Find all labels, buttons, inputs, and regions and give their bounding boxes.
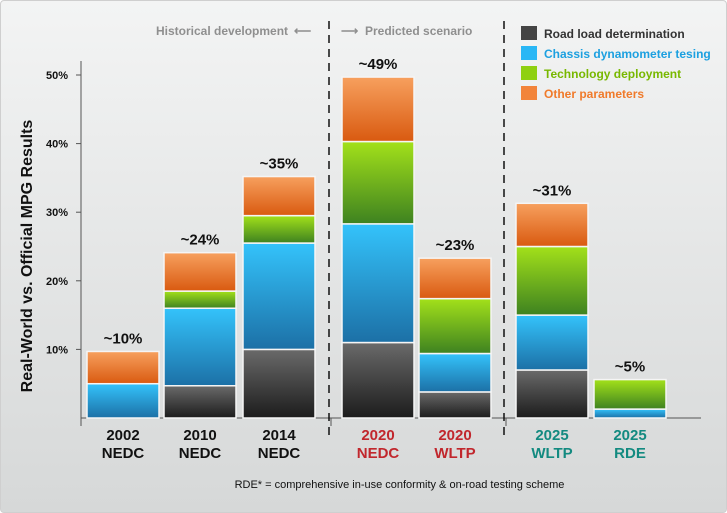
predicted-arrow-icon: ⟶ — [341, 24, 358, 38]
bar-segment-chassis-dynamometer-tesing — [242, 242, 316, 351]
bar-total-label: ~35% — [260, 156, 299, 173]
legend-swatch — [521, 66, 537, 80]
legend-swatch — [521, 86, 537, 100]
bar-segment-technology-deployment — [515, 245, 589, 316]
legend-label: Road load determination — [544, 27, 685, 41]
bar-segment-road-load-determination — [163, 385, 237, 419]
predicted-annotation: Predicted scenario — [365, 24, 472, 38]
legend-label: Technology deployment — [544, 67, 681, 81]
category-year-label: 2002 — [106, 427, 139, 444]
historical-arrow-icon: ⟵ — [294, 24, 311, 38]
bar-segment-other-parameters — [86, 350, 160, 385]
bar-segment-chassis-dynamometer-tesing — [86, 382, 160, 419]
bar-segment-chassis-dynamometer-tesing — [341, 223, 415, 344]
bar-segment-technology-deployment — [341, 140, 415, 225]
historical-annotation: Historical development — [156, 24, 288, 38]
category-cycle-label: NEDC — [179, 445, 222, 462]
bar-total-label: ~24% — [181, 232, 220, 249]
y-tick-label: 10% — [46, 344, 68, 356]
category-cycle-label: NEDC — [258, 445, 301, 462]
bar-segment-road-load-determination — [515, 369, 589, 419]
bar-segment-technology-deployment — [163, 290, 237, 309]
legend-swatch — [521, 46, 537, 60]
bar-total-label: ~49% — [359, 56, 398, 73]
footnote: RDE* = comprehensive in-use conformity &… — [234, 479, 565, 491]
category-cycle-label: NEDC — [357, 445, 400, 462]
bar-total-label: ~23% — [436, 237, 475, 254]
bar-total-label: ~5% — [615, 359, 645, 376]
bar-total-label: ~31% — [533, 182, 572, 199]
bar-segment-road-load-determination — [242, 348, 316, 419]
bar-segment-technology-deployment — [242, 214, 316, 244]
y-tick-label: 20% — [46, 276, 68, 288]
bar-segment-chassis-dynamometer-tesing — [593, 408, 667, 419]
bar-segment-other-parameters — [163, 251, 237, 292]
bar-segment-other-parameters — [515, 202, 589, 248]
bar-segment-road-load-determination — [418, 391, 492, 419]
bar-segment-chassis-dynamometer-tesing — [418, 352, 492, 393]
y-tick-label: 50% — [46, 70, 68, 82]
bar-total-label: ~10% — [104, 330, 143, 347]
bar-segment-chassis-dynamometer-tesing — [515, 314, 589, 371]
bar-segment-technology-deployment — [418, 297, 492, 355]
bar-segment-other-parameters — [418, 257, 492, 300]
bar-segment-other-parameters — [242, 175, 316, 217]
y-axis-label: Real-World vs. Official MPG Results — [19, 120, 36, 393]
category-cycle-label: WLTP — [531, 445, 572, 462]
bar-segment-technology-deployment — [593, 378, 667, 410]
category-year-label: 2020 — [361, 427, 394, 444]
legend-label: Chassis dynamometer tesing — [544, 47, 711, 61]
category-year-label: 2025 — [613, 427, 646, 444]
bar-segment-chassis-dynamometer-tesing — [163, 307, 237, 387]
category-cycle-label: WLTP — [434, 445, 475, 462]
category-year-label: 2025 — [535, 427, 568, 444]
bar-segment-road-load-determination — [341, 341, 415, 419]
category-cycle-label: NEDC — [102, 445, 145, 462]
category-year-label: 2020 — [438, 427, 471, 444]
y-tick-label: 40% — [46, 139, 68, 151]
category-cycle-label: RDE — [614, 445, 646, 462]
bar-segment-other-parameters — [341, 76, 415, 143]
legend-swatch — [521, 26, 537, 40]
category-year-label: 2010 — [183, 427, 216, 444]
legend-label: Other parameters — [544, 87, 644, 101]
category-year-label: 2014 — [262, 427, 296, 444]
y-tick-label: 30% — [46, 207, 68, 219]
